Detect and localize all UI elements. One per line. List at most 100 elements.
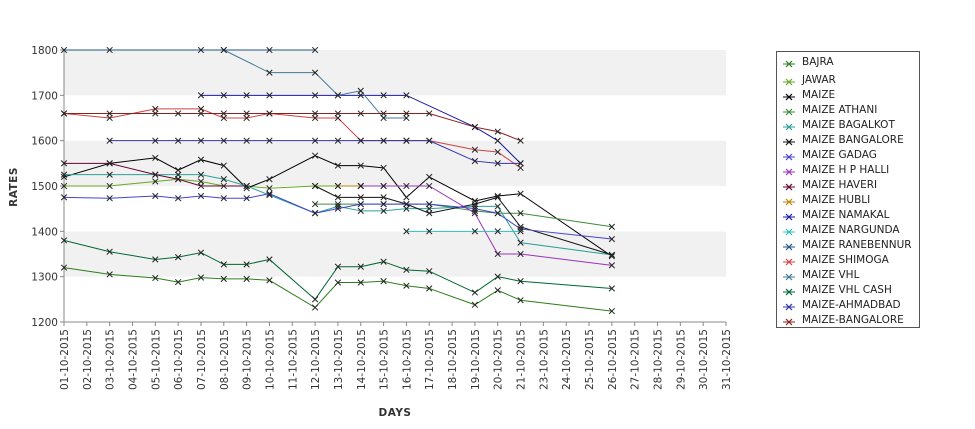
x-tick-label: 31-10-2015 xyxy=(721,329,733,390)
series-line xyxy=(63,155,613,257)
x-tick-label: 20-10-2015 xyxy=(493,329,505,390)
series-layer xyxy=(60,46,616,315)
data-point xyxy=(197,274,205,281)
data-point xyxy=(471,205,479,212)
data-point xyxy=(174,278,182,286)
series-line xyxy=(63,108,521,169)
data-point xyxy=(380,182,387,190)
x-tick-label: 29-10-2015 xyxy=(675,329,687,390)
data-point xyxy=(220,137,227,144)
data-point xyxy=(517,297,524,304)
data-point xyxy=(174,110,182,117)
data-point xyxy=(403,137,410,144)
grid-band xyxy=(64,276,726,322)
data-point xyxy=(334,182,342,190)
data-point xyxy=(266,110,273,117)
data-point xyxy=(426,110,433,117)
x-tick-label: 28-10-2015 xyxy=(653,329,665,390)
data-point xyxy=(426,210,433,217)
data-point xyxy=(494,203,501,210)
data-point xyxy=(426,228,433,235)
data-point xyxy=(311,92,319,99)
data-point xyxy=(426,173,433,181)
data-point xyxy=(403,182,410,190)
data-point xyxy=(403,92,410,99)
data-point xyxy=(608,285,616,292)
x-tick-label: 12-10-2015 xyxy=(310,329,322,390)
data-point xyxy=(197,110,205,117)
y-tick-label: 1400 xyxy=(31,226,58,238)
data-point xyxy=(243,110,250,117)
data-point xyxy=(494,210,501,217)
legend-label: MAIZE-AHMADBAD xyxy=(802,299,901,311)
data-point xyxy=(517,278,524,285)
data-point xyxy=(403,266,410,274)
data-point xyxy=(106,137,113,144)
data-point xyxy=(311,152,319,159)
data-point xyxy=(152,110,159,117)
data-point xyxy=(220,110,227,117)
data-point xyxy=(426,268,433,275)
data-point xyxy=(357,182,364,190)
data-point xyxy=(494,250,501,258)
x-tick-label: 13-10-2015 xyxy=(333,329,345,390)
data-point xyxy=(471,157,479,165)
data-point xyxy=(243,182,250,190)
grid-band xyxy=(64,50,726,96)
x-tick-label: 10-10-2015 xyxy=(264,329,276,390)
series xyxy=(403,228,524,235)
y-axis: 1200 1300 1400 1500 1600 1700 1800 xyxy=(31,45,64,329)
legend-marker-icon xyxy=(783,243,795,251)
legend-label: MAIZE HAVERI xyxy=(802,179,878,191)
data-point xyxy=(471,301,479,308)
y-tick-label: 1700 xyxy=(31,90,58,102)
data-point xyxy=(197,178,205,185)
x-tick-label: 18-10-2015 xyxy=(447,329,459,390)
data-point xyxy=(357,279,364,286)
data-point xyxy=(334,200,342,208)
data-point xyxy=(426,285,433,292)
data-point xyxy=(494,128,501,135)
data-point xyxy=(197,46,205,54)
legend-marker-icon xyxy=(783,288,795,296)
series-line xyxy=(109,140,521,164)
data-point xyxy=(243,114,250,122)
series xyxy=(60,264,616,315)
data-point xyxy=(380,110,387,117)
data-point xyxy=(380,200,387,208)
data-point xyxy=(403,194,410,201)
data-point xyxy=(174,171,182,178)
data-point xyxy=(106,271,113,278)
data-point xyxy=(403,200,410,208)
data-point xyxy=(517,190,524,197)
data-point xyxy=(608,262,616,269)
series xyxy=(60,237,616,303)
legend-label: MAIZE HUBLI xyxy=(802,194,871,206)
legend-label: MAIZE H P HALLI xyxy=(802,164,890,176)
data-point xyxy=(334,263,342,270)
data-point xyxy=(220,114,227,122)
data-point xyxy=(357,110,364,117)
data-point xyxy=(152,178,159,185)
data-point xyxy=(266,69,273,76)
data-point xyxy=(60,160,68,167)
data-point xyxy=(608,235,616,243)
data-point xyxy=(426,137,433,144)
data-point xyxy=(266,46,273,54)
data-point xyxy=(471,289,479,296)
data-point xyxy=(426,200,433,208)
series-line xyxy=(64,174,612,256)
data-point xyxy=(517,164,524,172)
legend-label: BAJRA xyxy=(802,56,834,68)
legend-label: MAIZE-BANGALORE xyxy=(802,314,904,326)
series-line xyxy=(360,185,612,266)
legend-marker-icon xyxy=(783,78,795,86)
data-point xyxy=(197,249,205,256)
series xyxy=(60,110,524,144)
data-point xyxy=(152,154,159,162)
data-point xyxy=(106,160,113,167)
data-point xyxy=(334,194,342,201)
data-point xyxy=(266,277,273,284)
data-point xyxy=(60,237,68,244)
data-point xyxy=(334,279,342,286)
